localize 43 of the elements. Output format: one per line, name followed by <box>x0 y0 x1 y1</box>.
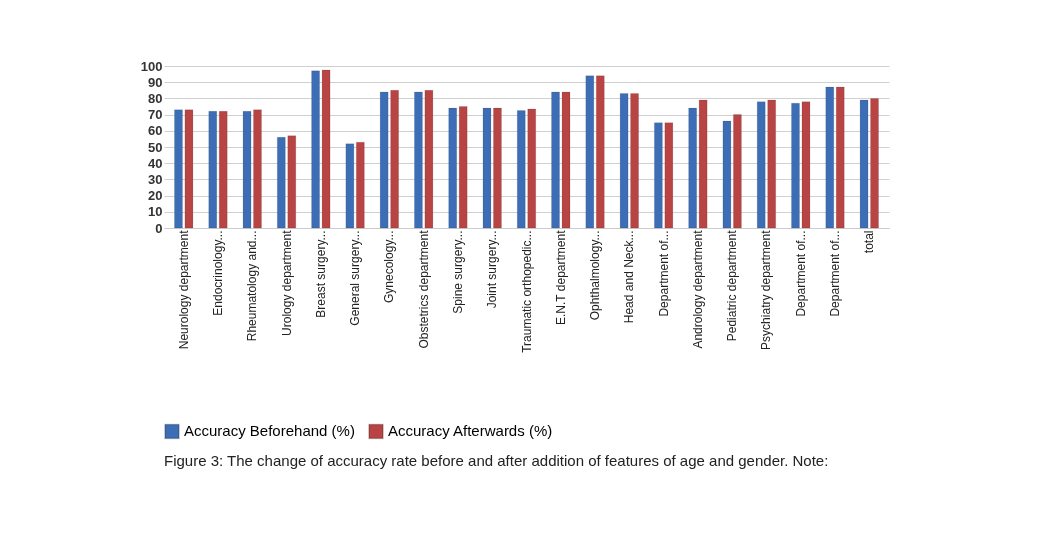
x-tick-label: Psychiatry department <box>759 229 774 350</box>
y-tick-label: 70 <box>148 107 163 123</box>
x-tick-label: Urology department <box>279 229 294 336</box>
y-tick-label: 80 <box>148 90 163 106</box>
x-tick-label: Traumatic orthopedic... <box>519 230 534 353</box>
x-tick-label: Department of... <box>656 230 671 317</box>
bar <box>218 111 228 229</box>
x-tick-label: Rheumatology and... <box>245 230 260 342</box>
x-tick-label: Department of... <box>793 230 808 317</box>
x-tick-label: Pediatric department <box>725 229 740 342</box>
x-tick-label: Ophthalmology... <box>588 230 603 321</box>
legend-label: Accuracy Beforehand (%) <box>184 422 355 440</box>
y-tick-label: 50 <box>148 139 163 155</box>
y-tick-label: 90 <box>148 74 163 90</box>
y-tick-label: 0 <box>155 220 163 236</box>
x-tick-label: Joint surgery... <box>485 230 500 309</box>
bar <box>208 111 217 229</box>
y-tick-label: 100 <box>140 58 163 74</box>
x-tick-label: Gynecology... <box>382 230 397 303</box>
y-tick-label: 60 <box>148 123 163 139</box>
legend-label: Accuracy Afterwards (%) <box>388 422 553 440</box>
x-tick-label: Breast surgery... <box>313 230 328 318</box>
x-tick-label: total <box>862 230 877 254</box>
x-tick-label: Department of... <box>828 230 843 317</box>
x-tick-label: General surgery... <box>348 230 363 326</box>
x-tick-label: Spine surgery... <box>450 230 465 314</box>
bar <box>448 107 457 229</box>
bar <box>836 86 845 229</box>
x-tick-label: Obstetrics department <box>416 229 431 349</box>
x-tick-label: Neurology department <box>176 229 191 350</box>
x-tick-label: Andrology department <box>690 229 705 349</box>
bar <box>596 75 605 229</box>
x-tick-label: Head and Neck... <box>622 230 637 324</box>
bar <box>458 106 468 229</box>
x-tick-label: E.N.T department <box>553 229 568 325</box>
caption: Figure 3: The change of accuracy rate before and after addition of features of age and gender. Note: <box>164 452 829 469</box>
y-tick-label: 30 <box>148 171 163 187</box>
y-tick-label: 20 <box>148 188 163 204</box>
x-tick-label: Endocrinology... <box>210 230 225 316</box>
y-tick-label: 40 <box>148 155 163 171</box>
bar <box>825 86 835 229</box>
y-tick-label: 10 <box>148 204 163 220</box>
bar <box>585 75 595 229</box>
